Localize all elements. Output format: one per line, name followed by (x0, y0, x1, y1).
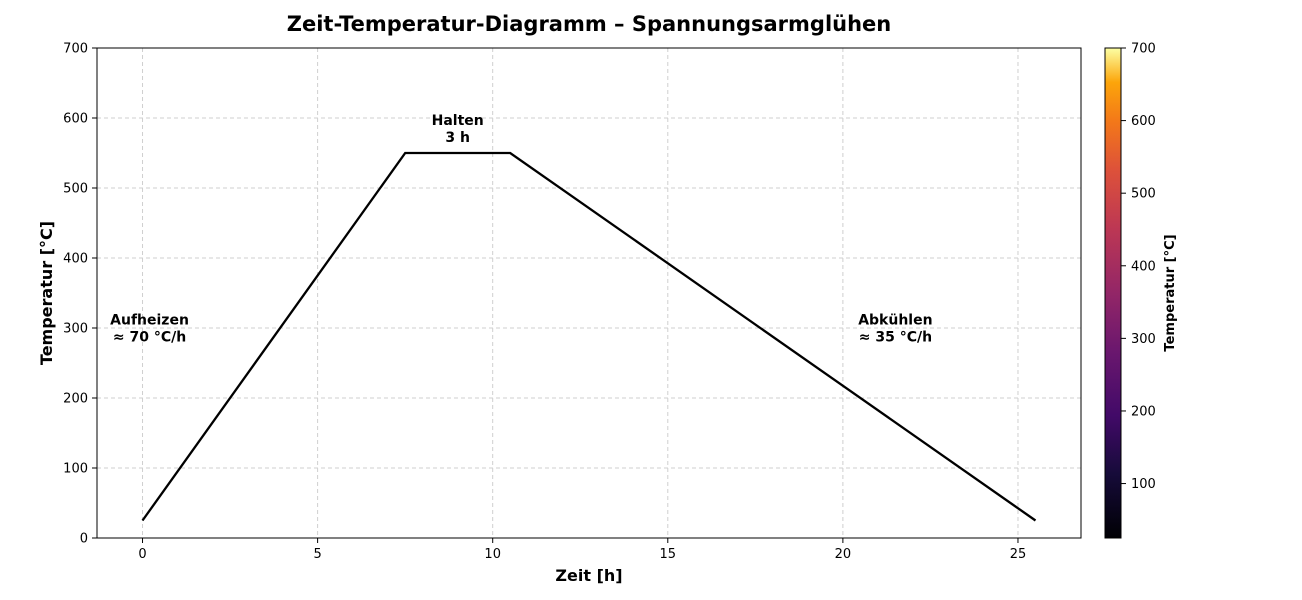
colorbar-tick-label: 200 (1131, 404, 1156, 419)
x-tick-label: 20 (835, 547, 852, 562)
colorbar-tick-label: 600 (1131, 114, 1156, 129)
y-tick-label: 500 (63, 182, 88, 197)
annotations: Aufheizen ≈ 70 °C/h Halten 3 h Abkühlen ≈ 35 … (110, 113, 932, 346)
x-tick-label: 15 (660, 547, 677, 562)
plot-frame (96, 47, 1082, 539)
x-tick-label: 10 (484, 547, 501, 562)
series-layer (141, 151, 1037, 522)
colorbar (1104, 47, 1122, 539)
grid (97, 47, 1081, 539)
annotation: Aufheizen ≈ 70 °C/h (110, 313, 189, 346)
y-axis-label: Temperatur [°C] (37, 221, 56, 365)
colorbar-tick-label: 400 (1131, 259, 1156, 274)
y-tick-label: 400 (63, 252, 88, 267)
colorbar-ticks: 100 200 300 400 500 600 700 (1121, 42, 1156, 492)
y-tick-label: 300 (63, 322, 88, 337)
y-tick-label: 200 (63, 392, 88, 407)
x-tick-label: 5 (313, 547, 321, 562)
temperature-line (141, 151, 1037, 522)
y-tick-label: 700 (63, 42, 88, 57)
axis-ticks: 0 5 10 15 20 25 0 100 200 300 400 500 600 700 (63, 42, 1026, 563)
x-axis-label: Zeit [h] (555, 566, 622, 585)
x-tick-label: 0 (138, 547, 146, 562)
y-tick-label: 0 (80, 532, 88, 547)
colorbar-tick-label: 100 (1131, 477, 1156, 492)
colorbar-tick-label: 300 (1131, 332, 1156, 347)
annotation: Abkühlen ≈ 35 °C/h (858, 313, 932, 346)
colorbar-label: Temperatur [°C] (1163, 234, 1178, 351)
y-tick-label: 100 (63, 462, 88, 477)
colorbar-tick-label: 700 (1131, 42, 1156, 57)
chart-title: Zeit-Temperatur-Diagramm – Spannungsarmg… (287, 12, 892, 36)
x-tick-label: 25 (1010, 547, 1027, 562)
colorbar-tick-label: 500 (1131, 187, 1156, 202)
annotation: Halten 3 h (432, 113, 484, 146)
y-tick-label: 600 (63, 112, 88, 127)
